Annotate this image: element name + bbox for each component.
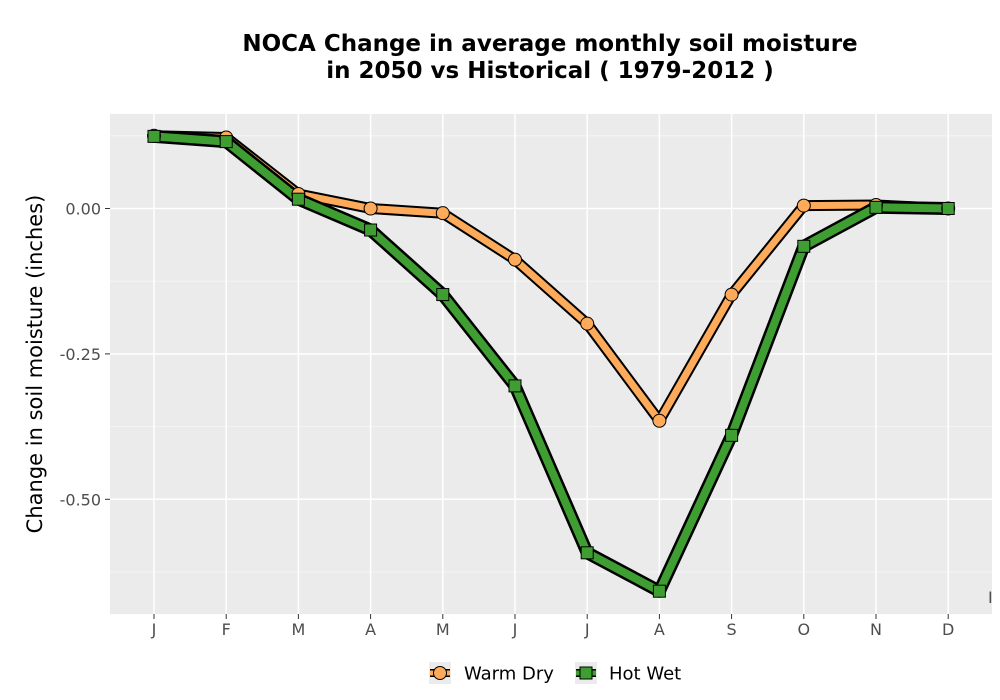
data-point-hot-wet <box>364 223 378 237</box>
chart-title: NOCA Change in average monthly soil mois… <box>110 31 990 85</box>
data-point-warm-dry <box>508 252 522 267</box>
x-tick-label: N <box>870 620 882 639</box>
legend-marker-warm-dry <box>433 666 447 680</box>
data-point-hot-wet <box>147 129 161 143</box>
x-tick-label: A <box>654 620 665 639</box>
data-point-hot-wet <box>797 239 811 253</box>
clipped-edge-glyph: I <box>988 588 993 607</box>
chart-title-line-1: NOCA Change in average monthly soil mois… <box>242 31 858 57</box>
plot-panel <box>110 114 992 614</box>
data-point-warm-dry <box>724 287 739 302</box>
x-tick-label: S <box>727 620 737 639</box>
grid-major <box>110 114 992 614</box>
data-point-hot-wet <box>869 200 883 214</box>
x-tick-label: F <box>222 620 231 639</box>
legend: Warm Dry Hot Wet <box>429 662 681 685</box>
series-line-hot-wet <box>150 132 953 596</box>
y-tick-label: -0.25 <box>60 345 101 364</box>
x-tick-label: A <box>365 620 376 639</box>
x-tick-label: J <box>151 620 157 639</box>
x-tick-label: J <box>584 620 590 639</box>
y-tick-label: -0.50 <box>60 490 101 509</box>
data-point-warm-dry <box>796 198 811 213</box>
data-point-hot-wet <box>580 546 594 560</box>
data-point-hot-wet <box>941 202 955 215</box>
data-point-hot-wet <box>725 428 739 442</box>
chart-title-line-2: in 2050 vs Historical ( 1979-2012 ) <box>326 58 774 84</box>
x-tick-label: J <box>512 620 518 639</box>
data-point-hot-wet <box>436 288 450 302</box>
data-point-warm-dry <box>580 316 595 331</box>
y-tick-label: 0.00 <box>65 200 101 219</box>
y-axis-title: Change in soil moisture (inches) <box>23 195 47 534</box>
x-tick-label: O <box>798 620 811 639</box>
series-layer <box>147 128 956 598</box>
x-tick-label: D <box>942 620 954 639</box>
data-point-warm-dry <box>363 201 378 216</box>
y-axis: 0.00 -0.25 -0.50 <box>60 200 110 509</box>
data-point-hot-wet <box>508 379 522 393</box>
legend-label-warm-dry: Warm Dry <box>464 664 554 685</box>
x-tick-label: M <box>291 620 305 639</box>
data-point-hot-wet <box>291 192 305 206</box>
data-point-hot-wet <box>652 584 666 598</box>
x-tick-label: M <box>436 620 450 639</box>
data-point-warm-dry <box>435 206 450 221</box>
legend-label-hot-wet: Hot Wet <box>609 664 681 685</box>
grid-minor <box>110 135 992 573</box>
data-point-warm-dry <box>652 413 667 428</box>
legend-marker-hot-wet <box>579 666 593 680</box>
data-point-hot-wet <box>219 135 233 149</box>
